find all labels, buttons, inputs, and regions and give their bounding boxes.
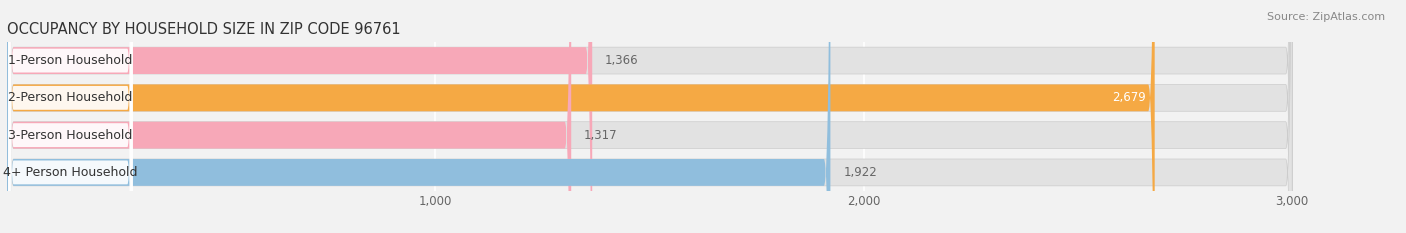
FancyBboxPatch shape (7, 0, 1292, 233)
Text: 2-Person Household: 2-Person Household (8, 91, 132, 104)
FancyBboxPatch shape (8, 0, 132, 233)
FancyBboxPatch shape (7, 0, 1292, 233)
Text: OCCUPANCY BY HOUSEHOLD SIZE IN ZIP CODE 96761: OCCUPANCY BY HOUSEHOLD SIZE IN ZIP CODE … (7, 22, 401, 37)
Text: 3-Person Household: 3-Person Household (8, 129, 132, 142)
FancyBboxPatch shape (7, 0, 1292, 233)
FancyBboxPatch shape (7, 0, 1292, 233)
Text: 1,317: 1,317 (583, 129, 617, 142)
FancyBboxPatch shape (8, 0, 132, 233)
Text: 2,679: 2,679 (1112, 91, 1146, 104)
FancyBboxPatch shape (7, 0, 592, 233)
Text: Source: ZipAtlas.com: Source: ZipAtlas.com (1267, 12, 1385, 22)
FancyBboxPatch shape (7, 0, 571, 233)
Text: 4+ Person Household: 4+ Person Household (3, 166, 138, 179)
FancyBboxPatch shape (8, 0, 132, 233)
Text: 1,366: 1,366 (605, 54, 638, 67)
Text: 1-Person Household: 1-Person Household (8, 54, 132, 67)
FancyBboxPatch shape (8, 0, 132, 233)
FancyBboxPatch shape (7, 0, 831, 233)
FancyBboxPatch shape (7, 0, 1154, 233)
Text: 1,922: 1,922 (844, 166, 877, 179)
